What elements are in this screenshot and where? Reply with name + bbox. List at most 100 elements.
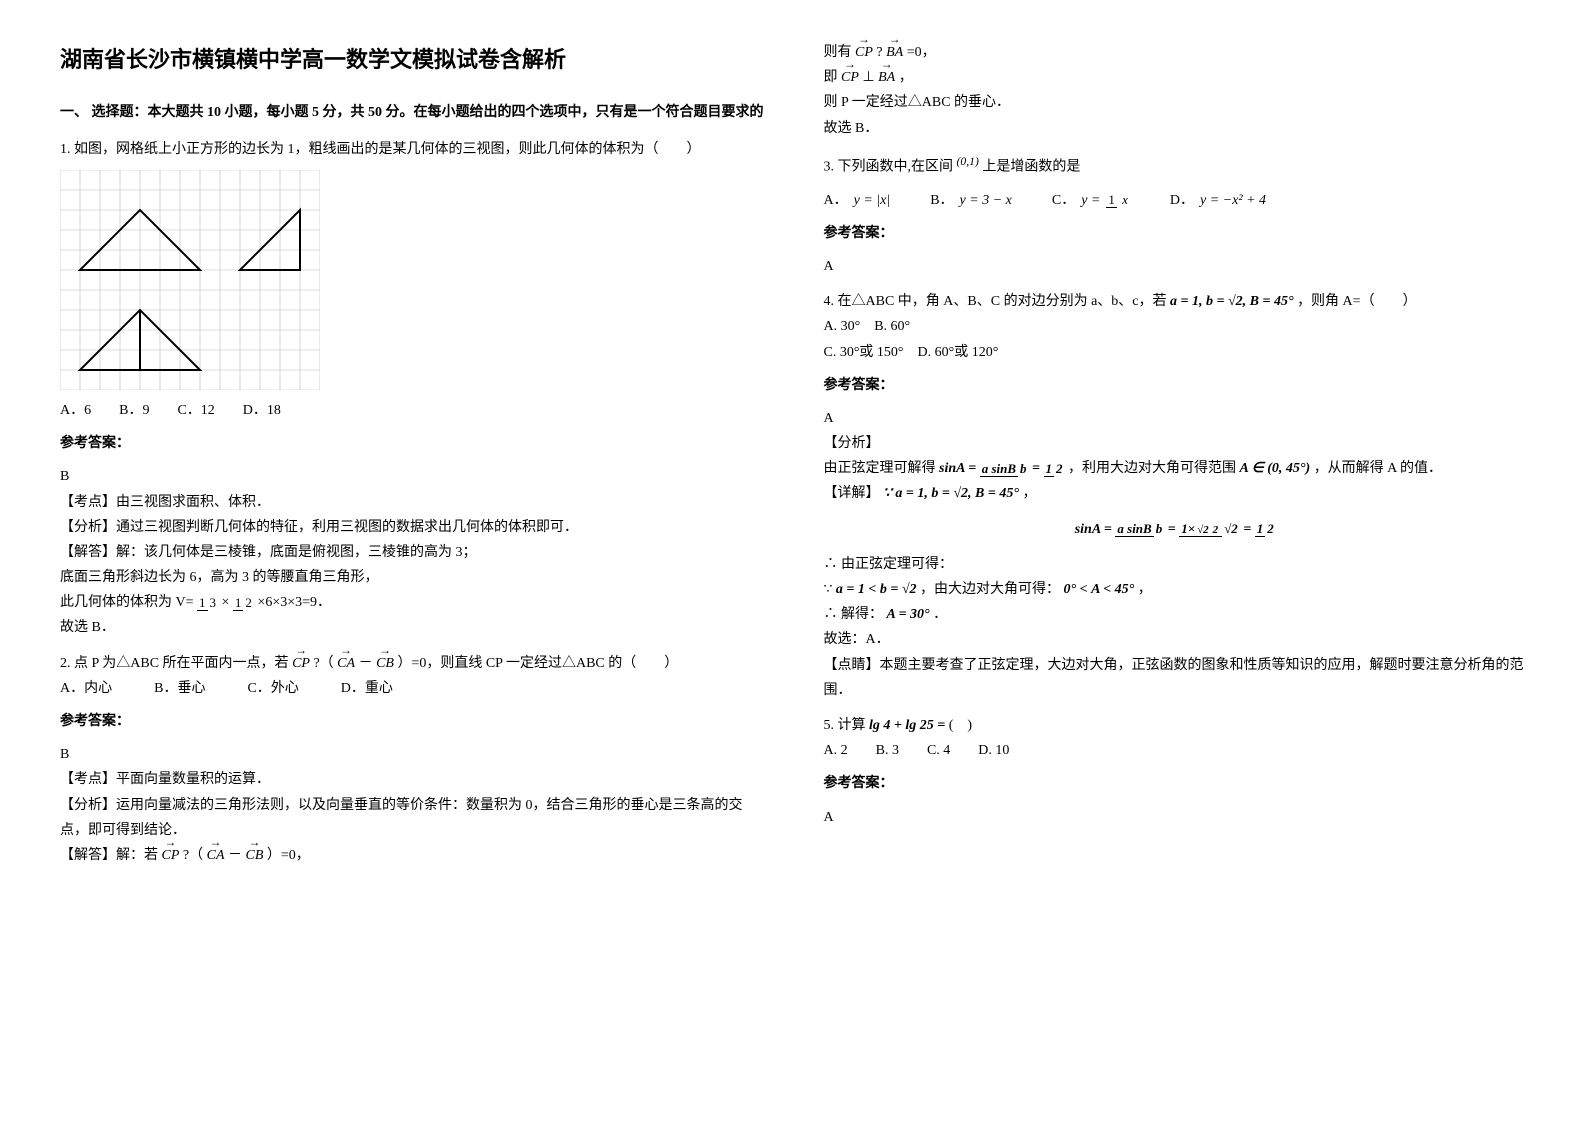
q2-r1: 则有 CP ? BA =0， xyxy=(824,40,1528,65)
opt-expr: y = 3 − x xyxy=(960,188,1012,213)
q4-opt-row2: C. 30°或 150° D. 60°或 120° xyxy=(824,340,1528,365)
q1-answer: B xyxy=(60,464,764,489)
q3-opt-d: D． y = −x² + 4 xyxy=(1170,188,1266,213)
q3-answer: A xyxy=(824,254,1528,279)
q4-k2: 由正弦定理可解得 sinA = a sinBb = 12 ，利用大边对大角可得范… xyxy=(824,456,1528,481)
vector-ca-icon: CA xyxy=(337,651,355,676)
q3-opt-a: A． y = |x| xyxy=(824,188,891,213)
q4-k7: 故选：A． xyxy=(824,627,1528,652)
q3-options: A． y = |x| B． y = 3 − x C． y = 1 x D． xyxy=(824,188,1528,213)
q4-k3-post: ， xyxy=(1022,486,1036,501)
q3-stem-post: 上是增函数的是 xyxy=(982,159,1080,174)
vector-cb-icon: CB xyxy=(246,843,264,868)
q3-stem: 3. 下列函数中,在区间 (0,1) 上是增函数的是 xyxy=(824,151,1528,180)
q2-k3-mid2: － xyxy=(228,848,242,863)
q1-k3: 【解答】解：该几何体是三棱锥，底面是俯视图，三棱锥的高为 3； xyxy=(60,540,764,565)
q2-k3-mid: ?（ xyxy=(183,848,203,863)
q5-stem-pre: 5. 计算 xyxy=(824,718,866,733)
q2-k1: 【考点】平面向量数量积的运算． xyxy=(60,767,764,792)
q4-k5-pre: ∵ xyxy=(824,582,836,597)
q1-k5-pre: 此几何体的体积为 V= xyxy=(60,595,194,610)
q3-interval: (0,1) xyxy=(957,155,979,168)
q4-k3-pre: 【详解】 xyxy=(824,486,880,501)
q2-options: A．内心 B．垂心 C．外心 D．重心 xyxy=(60,676,764,701)
opt-label: A． xyxy=(824,188,848,213)
q4-k3: 【详解】 ∵ a = 1, b = √2, B = 45° ， xyxy=(824,481,1528,506)
q3-opt-b: B． y = 3 − x xyxy=(930,188,1012,213)
q2-stem: 2. 点 P 为△ABC 所在平面内一点，若 CP ?（ CA － CB ）=0… xyxy=(60,651,764,676)
q1-k5: 此几何体的体积为 V= 13 × 12 ×6×3×3=9． xyxy=(60,590,764,615)
q4-k5: ∵ a = 1 < b = √2 ，由大边对大角可得： 0° < A < 45°… xyxy=(824,577,1528,602)
vector-ca-icon: CA xyxy=(207,843,225,868)
q2-stem-mid: ?（ xyxy=(313,656,333,671)
fraction-icon: 1 x xyxy=(1106,193,1130,207)
q1-k5-post: ×6×3×3=9． xyxy=(257,595,331,610)
q4-k5-cond: a = 1 < b = √2 xyxy=(836,582,917,597)
q4-opt-row1: A. 30° B. 60° xyxy=(824,314,1528,339)
question-4: 4. 在△ABC 中，角 A、B、C 的对边分别为 a、b、c，若 a = 1,… xyxy=(824,289,1528,703)
q1-k2: 【分析】通过三视图判断几何体的特征，利用三视图的数据求出几何体的体积即可． xyxy=(60,515,764,540)
answer-label: 参考答案： xyxy=(60,709,764,734)
q2-k3-mid3: ）=0， xyxy=(267,848,310,863)
vector-ba-icon: BA xyxy=(878,65,895,90)
answer-label: 参考答案： xyxy=(60,431,764,456)
opt-expr: y = −x² + 4 xyxy=(1200,188,1266,213)
q4-k5-mid: ，由大边对大角可得： xyxy=(920,582,1060,597)
q4-k2-post: ，从而解得 A 的值． xyxy=(1314,461,1442,476)
q2-r3: 则 P 一定经过△ABC 的垂心． xyxy=(824,90,1528,115)
vector-cp-icon: CP xyxy=(841,65,859,90)
opt-expr: y = |x| xyxy=(854,188,891,213)
q4-k6-post: ． xyxy=(933,607,947,622)
section-1-head: 一、 选择题：本大题共 10 小题，每小题 5 分，共 50 分。在每小题给出的… xyxy=(60,100,764,125)
fraction-icon: 12 xyxy=(233,596,254,610)
q1-options: A．6 B．9 C．12 D．18 xyxy=(60,398,764,423)
vector-cp-icon: CP xyxy=(292,651,310,676)
q1-figure xyxy=(60,170,320,390)
q2-stem-pre: 2. 点 P 为△ABC 所在平面内一点，若 xyxy=(60,656,292,671)
q2-stem-mid3: ）=0，则直线 CP 一定经过△ABC 的（ ） xyxy=(397,656,678,671)
q4-k1: 【分析】 xyxy=(824,431,1528,456)
q2-r4: 故选 B． xyxy=(824,116,1528,141)
q4-stem-post: ，则角 A=（ ） xyxy=(1297,294,1417,309)
q4-k4-eq: sinA = a sinBb = 1×√22√2 = 12 xyxy=(1075,522,1276,537)
q2-stem-mid2: － xyxy=(359,656,373,671)
frac-den: x xyxy=(1120,192,1130,207)
q4-k6: ∴ 解得： A = 30° ． xyxy=(824,602,1528,627)
q2-answer: B xyxy=(60,742,764,767)
q5-answer: A xyxy=(824,805,1528,830)
q4-k8: 【点睛】本题主要考查了正弦定理，大边对大角，正弦函数的图象和性质等知识的应用，解… xyxy=(824,653,1528,703)
frac-num: 1 xyxy=(1106,192,1117,208)
q4-stem: 4. 在△ABC 中，角 A、B、C 的对边分别为 a、b、c，若 a = 1,… xyxy=(824,289,1528,314)
q4-k5-range: 0° < A < 45° xyxy=(1064,582,1135,597)
opt-expr: y = xyxy=(1081,188,1100,213)
q4-k2-pre: 由正弦定理可解得 xyxy=(824,461,936,476)
q4-k3-cond: ∵ a = 1, b = √2, B = 45° xyxy=(883,486,1019,501)
question-3: 3. 下列函数中,在区间 (0,1) 上是增函数的是 A． y = |x| B．… xyxy=(824,151,1528,279)
q4-k4: sinA = a sinBb = 1×√22√2 = 12 xyxy=(824,517,1528,542)
q1-k6: 故选 B． xyxy=(60,615,764,640)
q4-k5-post: ， xyxy=(1138,582,1152,597)
q4-k6-pre: ∴ 解得： xyxy=(824,607,884,622)
q2-r2: 即 CP ⊥ BA ， xyxy=(824,65,1528,90)
opt-label: B． xyxy=(930,188,953,213)
page-title: 湖南省长沙市横镇横中学高一数学文模拟试卷含解析 xyxy=(60,40,764,80)
answer-label: 参考答案： xyxy=(824,373,1528,398)
q4-k4-pre-text: ∴ 由正弦定理可得： xyxy=(824,557,954,572)
q1-k1: 【考点】由三视图求面积、体积． xyxy=(60,490,764,515)
q2-r2-post: ， xyxy=(899,70,913,85)
q5-options: A. 2 B. 3 C. 4 D. 10 xyxy=(824,738,1528,763)
q2-r2-pre: 即 xyxy=(824,70,842,85)
q4-stem-pre: 4. 在△ABC 中，角 A、B、C 的对边分别为 a、b、c，若 xyxy=(824,294,1167,309)
q4-k6-val: A = 30° xyxy=(887,607,930,622)
q5-stem-post: ( ) xyxy=(949,718,972,733)
q4-k2-eq: sinA = a sinBb = 12 xyxy=(939,461,1065,476)
q4-k4-pre: ∴ 由正弦定理可得： xyxy=(824,552,1528,577)
q4-k2-mid: ，利用大边对大角可得范围 xyxy=(1068,461,1236,476)
question-5: 5. 计算 lg 4 + lg 25 = ( ) A. 2 B. 3 C. 4 … xyxy=(824,713,1528,830)
q2-k3-pre: 【解答】解：若 xyxy=(60,848,162,863)
q2-r1-post: =0， xyxy=(907,45,936,60)
q2-r2-mid: ⊥ xyxy=(862,70,874,85)
q3-opt-c: C． y = 1 x xyxy=(1052,188,1130,213)
answer-label: 参考答案： xyxy=(824,221,1528,246)
q4-answer: A xyxy=(824,406,1528,431)
